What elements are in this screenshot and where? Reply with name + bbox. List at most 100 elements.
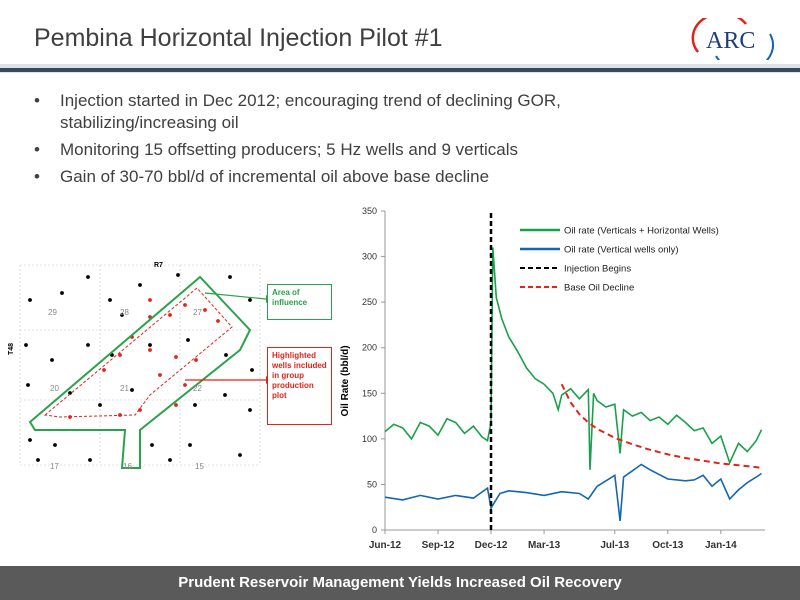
well-dot (98, 403, 102, 407)
well-dot (26, 383, 30, 387)
well-dot (188, 443, 192, 447)
well-dot (50, 358, 54, 362)
well-dot (28, 438, 32, 442)
well-dot (238, 453, 242, 457)
logo-text: ARC (706, 28, 755, 54)
well-dot (36, 458, 40, 462)
well-dot (88, 458, 92, 462)
well-dot (183, 303, 187, 307)
highlighted-well-outline (43, 287, 233, 418)
well-dot (138, 408, 142, 412)
section-label: 17 (50, 462, 59, 471)
section-label: 27 (193, 308, 202, 317)
well-dot (102, 368, 106, 372)
y-tick-label: 0 (372, 525, 377, 535)
well-dot (68, 391, 72, 395)
area-of-influence-callout: Area of influence (267, 284, 332, 320)
map-township-label: T48 (8, 343, 15, 355)
well-dots (24, 273, 254, 462)
y-tick-label: 50 (367, 479, 377, 489)
chart-series (384, 211, 763, 530)
well-dot (28, 298, 32, 302)
well-dot (223, 393, 227, 397)
well-dot (216, 319, 220, 323)
series-line-0 (384, 247, 763, 470)
y-tick-label: 200 (362, 343, 377, 353)
well-dot (248, 298, 252, 302)
well-dot (60, 291, 64, 295)
bullet-list: Injection started in Dec 2012; encouragi… (34, 90, 634, 193)
y-tick-label: 250 (362, 297, 377, 307)
section-label: 29 (48, 308, 57, 317)
well-dot (174, 355, 178, 359)
well-dot (148, 348, 152, 352)
section-label: 28 (120, 308, 129, 317)
oil-rate-chart: 0 50 100 150 200 250 300 350 Jun-12 Sep-12 Dec-12 M… (340, 206, 765, 551)
y-tick-label: 300 (362, 252, 377, 262)
well-dot (53, 443, 57, 447)
x-tick-label: Oct-13 (652, 540, 684, 551)
y-tick-label: 350 (362, 206, 377, 216)
y-tick-label: 150 (362, 388, 377, 398)
well-dot (168, 313, 172, 317)
series-line-1 (384, 463, 762, 521)
section-label: 21 (120, 384, 129, 393)
y-tick-label: 100 (362, 434, 377, 444)
well-dot (138, 283, 142, 287)
x-tick-label: Jan-14 (705, 540, 737, 551)
chart-legend: Oil rate (Verticals + Horizontal Wells) O… (520, 226, 719, 294)
legend-label: Oil rate (Verticals + Horizontal Wells) (564, 226, 719, 237)
well-dot (186, 338, 190, 342)
well-dot (118, 353, 122, 357)
section-label: 22 (193, 384, 202, 393)
footer-bar: Prudent Reservoir Management Yields Incr… (0, 566, 800, 600)
well-dot (158, 373, 162, 377)
well-dot (174, 403, 178, 407)
bullet-item: Monitoring 15 offsetting producers; 5 Hz… (34, 139, 634, 161)
x-tick-label: Mar-13 (528, 540, 561, 551)
x-tick-label: Dec-12 (475, 540, 508, 551)
area-of-influence-boundary (28, 275, 252, 469)
legend-label: Base Oil Decline (564, 283, 634, 294)
section-label: 16 (123, 462, 132, 471)
well-dot (150, 443, 154, 447)
well-dot (228, 275, 232, 279)
chart-axes: 0 50 100 150 200 250 300 350 Jun-12 Sep-12 Dec-12 M… (362, 206, 765, 551)
arc-logo: ARC (691, 18, 774, 60)
y-axis-label: Oil Rate (bbl/d) (340, 345, 351, 416)
well-map: R7 T48 29 28 27 20 21 22 17 16 15 (8, 262, 272, 471)
x-tick-label: Sep-12 (422, 540, 455, 551)
well-dot (86, 343, 90, 347)
well-dot (120, 313, 124, 317)
bullet-item: Injection started in Dec 2012; encouragi… (34, 90, 634, 134)
title-rule-dark (0, 68, 800, 72)
series-line-3 (560, 383, 762, 469)
well-dot (194, 358, 198, 362)
map-range-label: R7 (154, 262, 163, 269)
callout-green-arrow (204, 292, 267, 300)
legend-label: Oil rate (Vertical wells only) (564, 245, 679, 256)
well-dot (250, 368, 254, 372)
well-dot (183, 383, 187, 387)
well-dot (168, 458, 172, 462)
x-tick-label: Jul-13 (600, 540, 629, 551)
well-dot (148, 343, 152, 347)
well-dot (24, 343, 28, 347)
well-dot (148, 298, 152, 302)
slide-title: Pembina Horizontal Injection Pilot #1 (34, 24, 443, 52)
section-label: 15 (195, 462, 204, 471)
well-dot (224, 353, 228, 357)
footer-text: Prudent Reservoir Management Yields Incr… (178, 574, 622, 591)
section-label: 20 (50, 384, 59, 393)
well-dot (176, 273, 180, 277)
bullet-item: Gain of 30-70 bbl/d of incremental oil a… (34, 166, 634, 188)
well-dot (86, 275, 90, 279)
well-dot (248, 408, 252, 412)
legend-label: Injection Begins (564, 264, 631, 275)
well-dot (130, 388, 134, 392)
well-dot (203, 308, 207, 312)
x-tick-label: Jun-12 (369, 540, 402, 551)
well-dot (108, 298, 112, 302)
highlighted-wells-callout: Highlighted wells included in group prod… (267, 347, 332, 425)
well-dot (193, 403, 197, 407)
